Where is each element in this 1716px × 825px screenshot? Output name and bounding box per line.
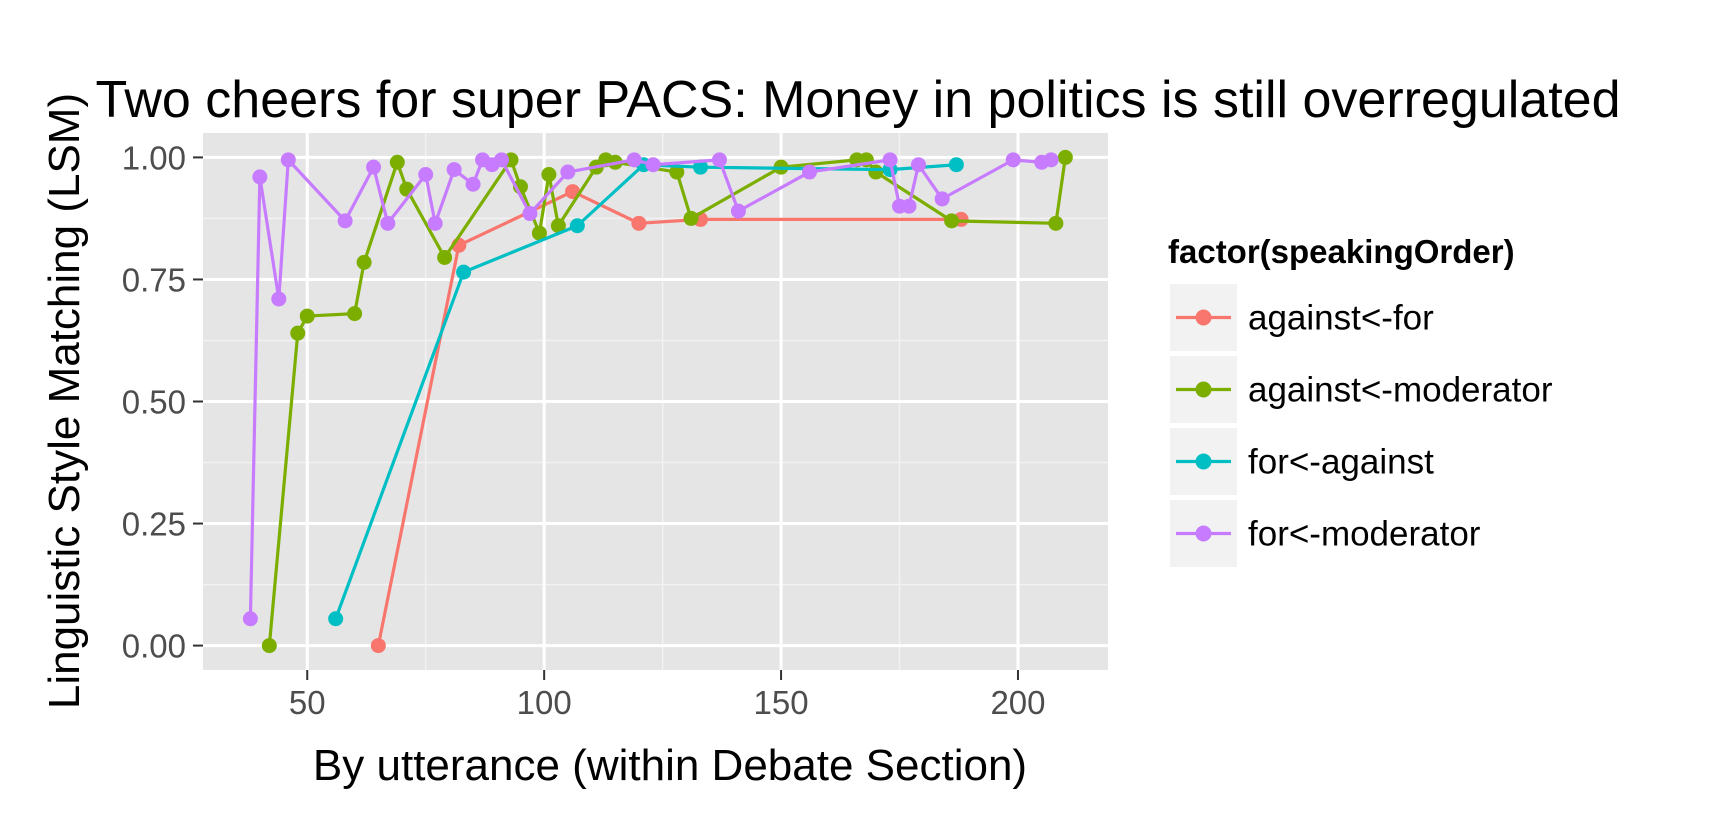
data-point bbox=[252, 169, 268, 185]
legend: factor(speakingOrder) against<-for agains… bbox=[1168, 233, 1553, 567]
data-point bbox=[645, 157, 661, 173]
data-point bbox=[280, 152, 296, 168]
data-point bbox=[569, 218, 585, 234]
data-point bbox=[1005, 152, 1021, 168]
gridlines bbox=[203, 133, 1108, 670]
data-point bbox=[337, 213, 353, 229]
data-point bbox=[370, 638, 386, 654]
data-point bbox=[730, 203, 746, 219]
legend-title: factor(speakingOrder) bbox=[1168, 233, 1515, 270]
data-point bbox=[882, 152, 898, 168]
data-point bbox=[456, 264, 472, 280]
data-point bbox=[290, 325, 306, 341]
data-point bbox=[271, 291, 287, 307]
series-against<-for bbox=[370, 184, 969, 654]
data-point bbox=[541, 166, 557, 182]
y-tick-label: 0.25 bbox=[122, 506, 186, 543]
data-point bbox=[711, 152, 727, 168]
data-point bbox=[531, 225, 547, 241]
chart-title: Two cheers for super PACS: Money in poli… bbox=[95, 71, 1620, 129]
legend-key-point bbox=[1195, 525, 1212, 542]
data-point bbox=[631, 215, 647, 231]
legend-key-point bbox=[1195, 453, 1212, 470]
series-line bbox=[376, 189, 962, 646]
data-point bbox=[299, 308, 315, 324]
x-tick-label: 200 bbox=[990, 684, 1045, 721]
data-point bbox=[910, 157, 926, 173]
data-point bbox=[944, 213, 960, 229]
data-point bbox=[427, 215, 443, 231]
legend-item: against<-for bbox=[1170, 284, 1434, 351]
axes: 50 100 150 200 0.00 0.25 0.50 0.75 1.00 bbox=[122, 139, 1046, 721]
data-point bbox=[669, 164, 685, 180]
data-point bbox=[550, 218, 566, 234]
data-point bbox=[1048, 215, 1064, 231]
legend-label: against<-for bbox=[1248, 299, 1434, 338]
data-point bbox=[626, 152, 642, 168]
data-point bbox=[437, 249, 453, 265]
data-point bbox=[934, 191, 950, 207]
legend-item: for<-against bbox=[1170, 428, 1434, 495]
data-point bbox=[1043, 152, 1059, 168]
legend-key-point bbox=[1195, 381, 1212, 398]
legend-key-point bbox=[1195, 309, 1212, 326]
data-point bbox=[347, 306, 363, 322]
legend-label: for<-moderator bbox=[1248, 515, 1481, 554]
series-layer bbox=[242, 149, 1073, 654]
data-point bbox=[446, 162, 462, 178]
data-point bbox=[366, 159, 382, 175]
data-point bbox=[801, 164, 817, 180]
y-tick-label: 1.00 bbox=[122, 139, 186, 176]
data-point bbox=[418, 166, 434, 182]
data-point bbox=[868, 164, 884, 180]
legend-item: against<-moderator bbox=[1170, 356, 1553, 423]
legend-item: for<-moderator bbox=[1170, 500, 1481, 567]
data-point bbox=[389, 154, 405, 170]
data-point bbox=[242, 611, 258, 627]
series-for<-moderator bbox=[242, 152, 1059, 627]
legend-label: against<-moderator bbox=[1248, 371, 1553, 410]
data-point bbox=[901, 198, 917, 214]
data-point bbox=[693, 159, 709, 175]
data-point bbox=[465, 176, 481, 192]
legend-label: for<-against bbox=[1248, 443, 1434, 482]
data-point bbox=[356, 254, 372, 270]
data-point bbox=[328, 611, 344, 627]
y-tick-label: 0.75 bbox=[122, 261, 186, 298]
data-point bbox=[261, 638, 277, 654]
x-tick-label: 50 bbox=[289, 684, 326, 721]
data-point bbox=[522, 206, 538, 222]
data-point bbox=[560, 164, 576, 180]
y-tick-label: 0.00 bbox=[122, 628, 186, 665]
y-axis-title: Linguistic Style Matching (LSM) bbox=[40, 93, 89, 709]
x-tick-label: 150 bbox=[754, 684, 809, 721]
data-point bbox=[683, 210, 699, 226]
data-point bbox=[948, 157, 964, 173]
x-tick-label: 100 bbox=[517, 684, 572, 721]
data-point bbox=[1057, 149, 1073, 165]
data-point bbox=[494, 152, 510, 168]
x-axis-title: By utterance (within Debate Section) bbox=[313, 741, 1027, 790]
data-point bbox=[380, 215, 396, 231]
y-tick-label: 0.50 bbox=[122, 384, 186, 421]
